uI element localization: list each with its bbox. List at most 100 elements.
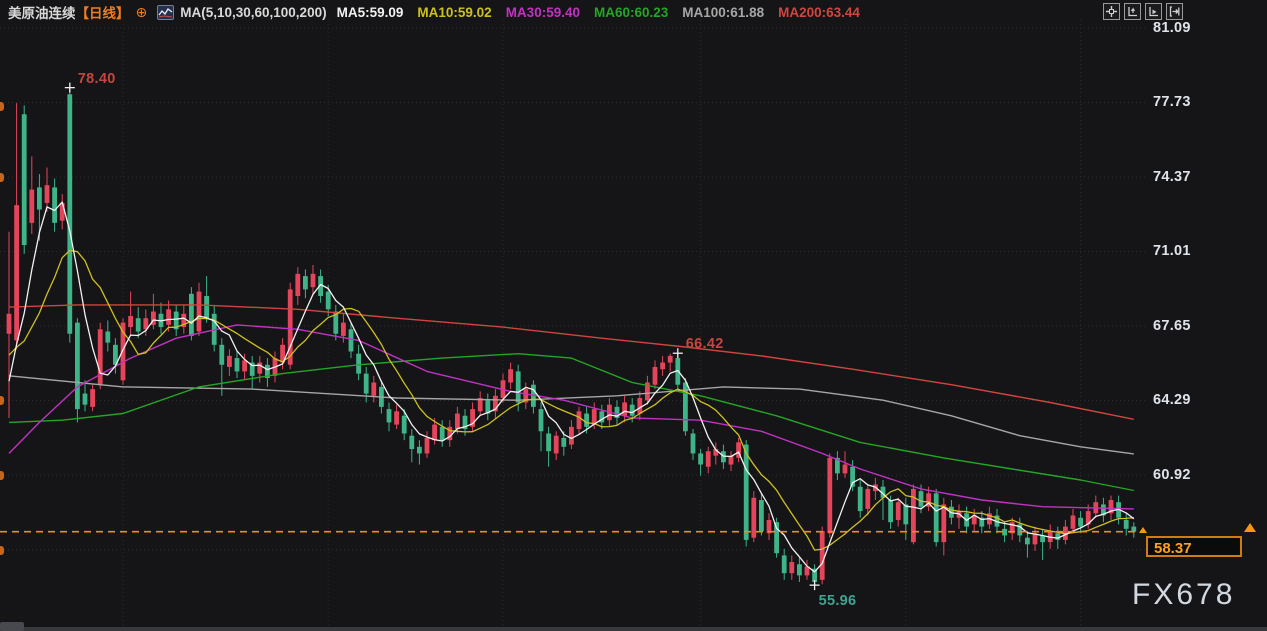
candle-body: [166, 309, 171, 325]
candle-body: [933, 493, 939, 543]
candle-body: [759, 499, 764, 532]
candle-body: [971, 515, 977, 525]
horizontal-scrollbar-thumb[interactable]: [0, 622, 24, 631]
candle-body: [135, 318, 141, 332]
candle-body: [447, 426, 453, 441]
horizontal-scrollbar[interactable]: [0, 627, 1267, 631]
candle-body: [189, 293, 194, 336]
candle-body: [895, 502, 901, 520]
candle-body: [401, 415, 407, 434]
candle-body: [432, 424, 437, 441]
candle-body: [477, 398, 483, 412]
candle-body: [553, 435, 559, 454]
candle-body: [1025, 537, 1030, 545]
candle-body: [67, 94, 73, 334]
crosshair-icon[interactable]: [1103, 3, 1120, 20]
candle-body: [333, 311, 339, 334]
candle-body: [424, 437, 430, 454]
candle-body: [462, 415, 468, 430]
candle-body: [97, 329, 103, 385]
candle-body: [1017, 524, 1023, 536]
candle-body: [325, 291, 331, 310]
ma-line-ma60: [8, 353, 1134, 492]
candle-body: [515, 371, 521, 403]
candle-body: [242, 360, 247, 372]
candle-body: [797, 564, 802, 576]
current-price-tag[interactable]: 58.37: [1146, 536, 1242, 557]
ma-legend-item: MA200:63.44: [778, 4, 860, 20]
candle-body: [470, 409, 475, 427]
candle-body: [105, 331, 111, 343]
scale-play-right-icon[interactable]: [1145, 3, 1162, 20]
candle-body: [1131, 526, 1137, 532]
candle-body: [789, 562, 795, 574]
candle-body: [303, 276, 308, 290]
price-axis-label: 60.92: [1153, 467, 1191, 484]
candle-body: [52, 187, 57, 223]
candle-body: [508, 369, 513, 383]
candle-body: [591, 409, 597, 425]
candle-body: [439, 426, 445, 441]
indicator-chart-icon[interactable]: [157, 4, 175, 20]
candle-body: [493, 395, 498, 412]
candle-body: [1108, 499, 1114, 514]
candle-body: [371, 382, 377, 396]
ma-legend-item: MA30:59.40: [505, 4, 580, 20]
ma-legend-item: MA60:60.23: [593, 4, 669, 20]
candle-body: [827, 457, 833, 534]
candle-body: [227, 355, 232, 367]
candle-body: [310, 273, 316, 288]
extreme-price-label: 66.42: [685, 336, 724, 353]
candle-body: [485, 400, 491, 414]
ma-line-ma5: [8, 201, 1135, 573]
candle-body: [1070, 515, 1076, 529]
ma-line-ma30: [8, 324, 1134, 510]
candle-body: [363, 373, 369, 394]
candle-body: [736, 442, 741, 458]
chart-header: 美原油连续 【日线】 ⊕ MA(5,10,30,60,100,200) MA5:5…: [8, 2, 860, 22]
candle-body: [721, 451, 726, 463]
extreme-cross-marker: [809, 580, 820, 591]
scale-up-left-icon[interactable]: [1124, 3, 1141, 20]
candle-body: [295, 273, 301, 297]
candle-body: [82, 393, 88, 405]
candle-body: [667, 355, 673, 363]
candle-body: [842, 464, 848, 474]
candle-body: [1101, 504, 1106, 516]
candle-body: [857, 486, 863, 512]
candle-body: [1123, 519, 1129, 529]
extreme-cross-marker: [64, 82, 75, 93]
candle-body: [37, 187, 42, 210]
candle-body: [538, 409, 544, 432]
candle-body: [386, 409, 392, 423]
exit-right-icon[interactable]: [1166, 3, 1183, 20]
ma-legend-item: MA10:59.02: [417, 4, 492, 20]
candle-body: [1085, 511, 1091, 525]
candle-body: [637, 398, 643, 414]
candle-body: [979, 517, 985, 527]
candle-body: [569, 426, 574, 445]
candle-body: [918, 491, 924, 507]
candle-body: [652, 366, 658, 385]
candle-body: [151, 311, 156, 325]
candle-body: [781, 555, 787, 574]
candle-body: [599, 411, 605, 423]
candle-body: [14, 205, 19, 341]
candle-body: [683, 382, 688, 432]
clipped-axis-label-fragment: [0, 546, 4, 555]
candle-body: [1009, 522, 1015, 534]
ma-legend-item: MA5:59.09: [336, 4, 404, 20]
candle-body: [341, 322, 346, 336]
candle-body: [888, 499, 893, 523]
candle-body: [835, 457, 840, 474]
add-indicator-icon[interactable]: ⊕: [135, 3, 148, 20]
candle-body: [705, 451, 711, 467]
ma-params-label: MA(5,10,30,60,100,200): [180, 4, 327, 20]
watermark: FX678: [1132, 578, 1236, 611]
candle-body: [911, 488, 916, 543]
candle-body: [850, 466, 855, 487]
extreme-price-label: 78.40: [77, 70, 116, 87]
candle-body: [743, 444, 749, 540]
